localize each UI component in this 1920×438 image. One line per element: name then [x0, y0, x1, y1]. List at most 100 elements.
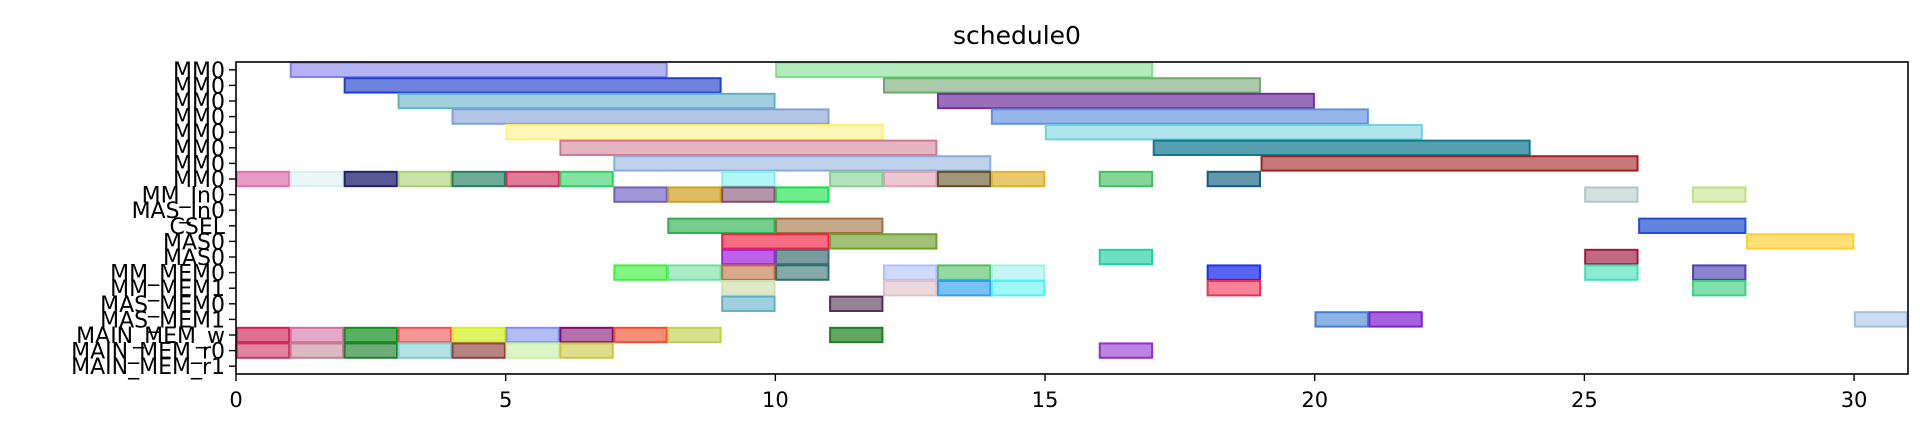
x-tick-label: 25: [1571, 388, 1598, 412]
task-bar: [505, 170, 560, 188]
y-tick-label: MM0: [173, 137, 225, 162]
task-bar: [775, 186, 830, 203]
task-bar: [829, 170, 884, 188]
y-tick-label: MAIN_MEM_r1: [71, 355, 225, 380]
task-bar: [990, 280, 1046, 297]
task-bar: [451, 108, 830, 125]
task-bar: [1584, 248, 1639, 266]
task-bar: [936, 170, 992, 188]
task-bar: [721, 280, 776, 297]
task-bar: [1692, 280, 1747, 297]
task-bar: [1584, 264, 1639, 281]
y-tick-label: MAIN_MEM_w: [76, 324, 225, 349]
x-axis: 0 5 10 15 20 25 30: [229, 374, 1867, 412]
task-bar: [1638, 217, 1747, 234]
task-bar: [559, 342, 614, 359]
task-bar: [936, 280, 992, 297]
task-bar: [343, 342, 399, 359]
task-bar: [1584, 186, 1639, 203]
task-bar: [721, 295, 776, 312]
task-bar: [1152, 139, 1531, 156]
task-bar: [1692, 186, 1747, 203]
task-bar: [775, 217, 884, 234]
task-bar: [451, 326, 506, 344]
y-tick-label: MM_In0: [142, 184, 225, 209]
y-tick-label: MAS0: [163, 246, 225, 271]
task-bar: [505, 326, 560, 344]
y-axis: MM0MM0MM0MM0MM0MM0MM0MM0MM_In0MAS_In0CSE…: [71, 59, 236, 380]
task-bar: [289, 61, 668, 78]
y-tick-label: MAIN_MEM_r0: [71, 340, 225, 365]
y-tick-label: MAS0: [163, 230, 225, 255]
task-bar: [1745, 233, 1855, 250]
chart-title: schedule0: [953, 21, 1081, 50]
task-bar: [775, 61, 1154, 78]
task-bar: [1853, 311, 1909, 328]
task-bar: [613, 264, 668, 281]
task-bar: [289, 342, 345, 359]
y-tick-label: MM0: [173, 152, 225, 177]
task-bar: [936, 92, 1315, 110]
x-tick-label: 10: [762, 388, 789, 412]
task-bar: [235, 170, 291, 188]
x-tick-label: 15: [1032, 388, 1059, 412]
task-bar: [397, 92, 776, 110]
task-bar: [1206, 264, 1261, 281]
task-bar: [289, 170, 345, 188]
plot-frame: [235, 61, 1909, 375]
task-bar: [829, 295, 884, 312]
task-bar: [505, 124, 884, 141]
task-bar: [1098, 170, 1154, 188]
y-tick-label: MAS_In0: [132, 199, 225, 224]
task-bar: [1206, 170, 1261, 188]
task-bar: [829, 326, 884, 344]
x-tick-label: 20: [1301, 388, 1328, 412]
y-tick-label: MM0: [173, 106, 225, 131]
task-bar: [883, 77, 1261, 94]
task-bar: [235, 326, 291, 344]
task-bar: [613, 326, 668, 344]
task-bar: [505, 342, 560, 359]
task-bar: [451, 342, 506, 359]
task-bar: [559, 326, 614, 344]
task-bar: [721, 233, 830, 250]
x-tick-label: 30: [1841, 388, 1868, 412]
task-bar: [829, 233, 938, 250]
task-bar: [721, 248, 776, 266]
task-bar: [397, 342, 452, 359]
task-bar: [1098, 248, 1154, 266]
task-bar: [613, 186, 668, 203]
task-bar: [883, 280, 938, 297]
task-bar: [1368, 311, 1423, 328]
bars-layer: [235, 61, 1909, 359]
task-bar: [1206, 280, 1261, 297]
task-bar: [343, 326, 399, 344]
task-bar: [667, 186, 722, 203]
task-bar: [883, 170, 938, 188]
task-bar: [990, 264, 1046, 281]
task-bar: [1314, 311, 1369, 328]
y-tick-label: MAS_MEM1: [100, 308, 225, 333]
task-bar: [397, 170, 452, 188]
task-bar: [343, 170, 399, 188]
y-tick-label: MM0: [173, 121, 225, 146]
task-bar: [289, 326, 345, 344]
task-bar: [721, 170, 776, 188]
task-bar: [775, 264, 830, 281]
task-bar: [1044, 124, 1423, 141]
task-bar: [990, 170, 1046, 188]
task-bar: [775, 248, 830, 266]
y-tick-label: MM0: [173, 168, 225, 193]
task-bar: [559, 170, 614, 188]
task-bar: [667, 264, 722, 281]
task-bar: [667, 217, 776, 234]
task-bar: [1260, 155, 1639, 172]
y-tick-label: MM_MEM1: [110, 277, 225, 302]
task-bar: [397, 326, 452, 344]
x-tick-label: 0: [229, 388, 242, 412]
task-bar: [883, 264, 938, 281]
task-bar: [559, 139, 938, 156]
task-bar: [1692, 264, 1747, 281]
task-bar: [451, 170, 506, 188]
